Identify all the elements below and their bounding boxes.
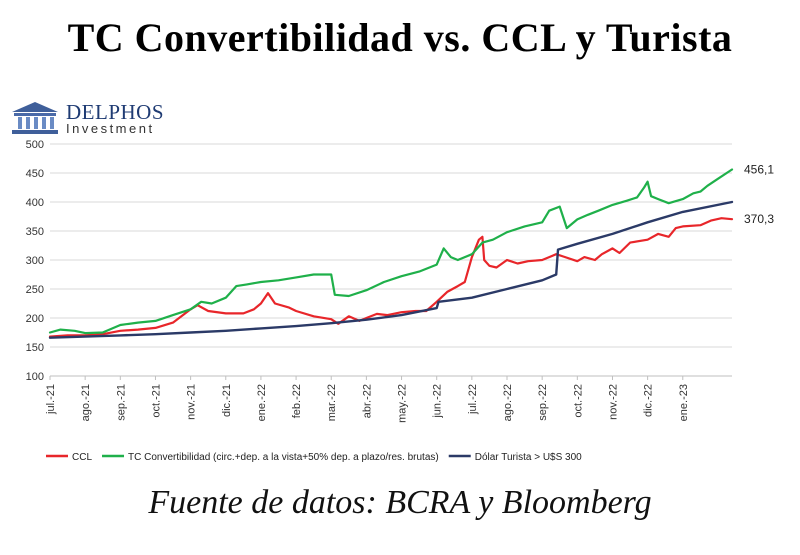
x-tick-label: ene.-23 xyxy=(678,384,690,421)
x-tick-label: dic.-22 xyxy=(643,384,655,417)
y-tick-label: 400 xyxy=(26,197,44,209)
y-axis: 100 150 200 250 300 350 400 450 500 xyxy=(26,139,44,383)
temple-logo-icon xyxy=(12,102,58,134)
y-tick-label: 300 xyxy=(26,255,44,267)
chart-title: TC Convertibilidad vs. CCL y Turista xyxy=(67,15,733,60)
x-tick-label: mar.-22 xyxy=(326,384,338,421)
y-tick-label: 150 xyxy=(26,342,44,354)
end-value-label: 456,1 xyxy=(744,162,774,176)
y-tick-label: 500 xyxy=(26,139,44,151)
grid xyxy=(50,143,732,377)
series-line-2 xyxy=(48,200,734,339)
x-tick-label: nov.-22 xyxy=(607,384,619,420)
x-tick-label: ene.-22 xyxy=(256,384,268,421)
x-tick-label: jul.-21 xyxy=(45,384,57,415)
series-line-1 xyxy=(48,168,734,335)
y-tick-label: 200 xyxy=(26,313,44,325)
x-tick-label: feb.-22 xyxy=(291,384,303,418)
x-tick-label: sep.-21 xyxy=(115,384,127,421)
x-tick-label: ago.-22 xyxy=(502,384,514,421)
legend: CCL TC Convertibilidad (circ.+dep. a la v… xyxy=(46,452,582,463)
x-tick-label: sep.-22 xyxy=(537,384,549,421)
logo-subtitle: Investment xyxy=(66,121,155,136)
line-chart: 100 150 200 250 300 350 400 450 500 jul.-21 ago.-… xyxy=(26,139,775,463)
y-tick-label: 250 xyxy=(26,284,44,296)
x-tick-label: oct.-21 xyxy=(150,384,162,418)
legend-label: Dólar Turista > U$S 300 xyxy=(475,452,582,463)
y-tick-label: 100 xyxy=(26,371,44,383)
logo-name: DELPHOS xyxy=(66,100,165,124)
end-labels: 370,3 456,1 xyxy=(744,162,774,226)
x-tick-label: ago.-21 xyxy=(80,384,92,421)
end-value-label: 370,3 xyxy=(744,212,774,226)
x-tick-label: dic.-21 xyxy=(221,384,233,417)
series-line-0 xyxy=(48,217,734,338)
y-tick-label: 350 xyxy=(26,226,44,238)
legend-label: CCL xyxy=(72,452,92,463)
x-axis: jul.-21 ago.-21 sep.-21 oct.-21 nov.-21 dic.-… xyxy=(45,375,732,423)
source-note: Fuente de datos: BCRA y Bloomberg xyxy=(148,484,652,521)
x-tick-label: oct.-22 xyxy=(572,384,584,418)
x-tick-label: jul.-22 xyxy=(467,384,479,415)
x-tick-label: abr.-22 xyxy=(361,384,373,418)
x-tick-label: may.-22 xyxy=(397,384,409,423)
y-tick-label: 450 xyxy=(26,168,44,180)
x-tick-label: jun.-22 xyxy=(432,384,444,419)
delphos-logo: DELPHOS Investment xyxy=(8,100,208,138)
series-group xyxy=(48,168,734,339)
x-tick-label: nov.-21 xyxy=(186,384,198,420)
legend-label: TC Convertibilidad (circ.+dep. a la vist… xyxy=(128,452,439,463)
